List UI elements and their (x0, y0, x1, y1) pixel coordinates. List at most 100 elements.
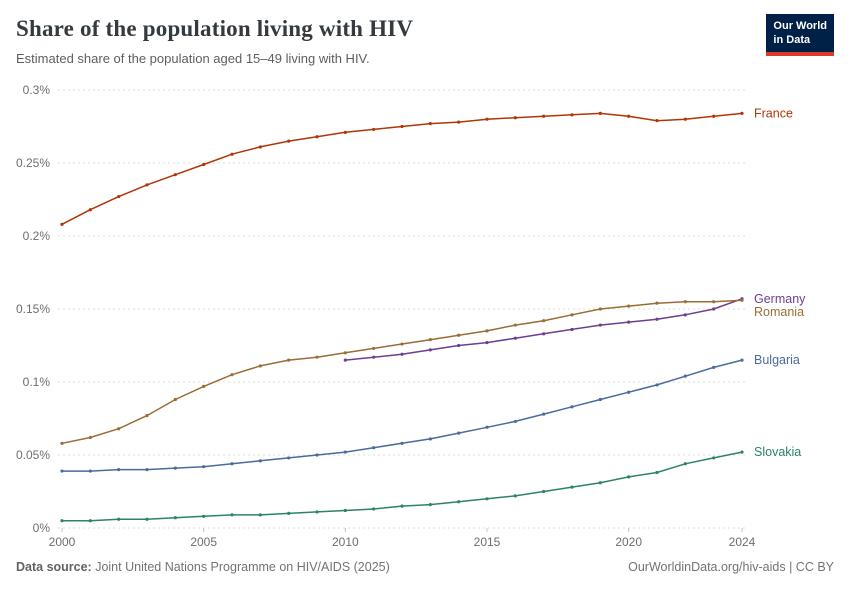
series-group-romania[interactable] (60, 298, 744, 445)
x-tick-label: 2010 (332, 535, 359, 549)
data-point (712, 456, 716, 460)
data-point (258, 145, 262, 149)
logo-line2: in Data (773, 34, 811, 47)
data-point (343, 351, 347, 355)
series-group-slovakia[interactable] (60, 450, 744, 523)
data-point (655, 317, 659, 321)
data-point (513, 116, 517, 120)
data-point (740, 358, 744, 362)
data-point (343, 130, 347, 134)
data-point (627, 390, 631, 394)
data-point (173, 516, 177, 520)
data-point (372, 355, 376, 359)
data-point (627, 304, 631, 308)
data-point (258, 513, 262, 517)
data-point (372, 346, 376, 351)
data-point (598, 111, 602, 115)
data-point (88, 469, 92, 473)
series-group-bulgaria[interactable] (60, 358, 744, 473)
data-point (202, 465, 206, 469)
data-point (542, 412, 546, 416)
y-tick-label: 0.2% (23, 229, 51, 243)
data-point (88, 519, 92, 523)
data-point (230, 462, 234, 466)
data-point (712, 365, 716, 369)
logo-line1: Our World (773, 20, 827, 32)
data-point (542, 319, 546, 323)
data-point (683, 117, 687, 121)
y-tick-label: 0% (33, 521, 51, 535)
data-point (372, 507, 376, 511)
data-point (287, 139, 291, 143)
data-point (400, 124, 404, 129)
data-point (655, 119, 659, 123)
data-point (513, 323, 517, 327)
data-point (655, 301, 659, 305)
data-point (740, 298, 744, 302)
series-label-romania[interactable]: Romania (754, 305, 804, 319)
data-point (173, 397, 177, 402)
data-point (513, 336, 517, 340)
data-point (60, 469, 64, 473)
data-point (485, 425, 489, 429)
series-label-slovakia[interactable]: Slovakia (754, 445, 801, 459)
footer-link[interactable]: OurWorldinData.org/hiv-aids | CC BY (628, 560, 834, 574)
data-point (428, 348, 432, 352)
data-point (570, 327, 574, 332)
x-tick-label: 2000 (49, 535, 76, 549)
y-tick-label: 0.25% (16, 156, 50, 170)
data-point (230, 513, 234, 517)
chart-footer: Data source: Joint United Nations Progra… (0, 550, 850, 574)
data-point (570, 113, 574, 117)
data-point (598, 397, 602, 402)
data-point (315, 355, 319, 359)
data-point (173, 466, 177, 470)
data-point (230, 373, 234, 377)
data-point (145, 413, 149, 418)
data-point (88, 435, 92, 440)
series-label-bulgaria[interactable]: Bulgaria (754, 353, 800, 367)
data-point (598, 307, 602, 311)
data-point (117, 194, 121, 199)
data-point (740, 111, 744, 115)
series-line-germany[interactable] (345, 298, 743, 361)
data-source-text: Joint United Nations Programme on HIV/AI… (91, 560, 390, 574)
data-source: Data source: Joint United Nations Progra… (16, 560, 390, 574)
data-point (343, 358, 347, 362)
data-source-label: Data source: (16, 560, 92, 574)
data-point (372, 446, 376, 450)
data-point (315, 135, 319, 139)
data-point (627, 114, 631, 118)
series-line-slovakia[interactable] (62, 451, 743, 522)
data-point (202, 384, 206, 388)
series-label-germany[interactable]: Germany (754, 292, 806, 306)
data-point (457, 333, 461, 337)
data-point (485, 340, 489, 345)
x-tick-label: 2020 (615, 535, 642, 549)
data-point (60, 519, 64, 523)
page-title: Share of the population living with HIV (16, 16, 414, 41)
series-line-bulgaria[interactable] (62, 359, 743, 472)
owid-logo[interactable]: Our World in Data (766, 14, 834, 56)
data-point (457, 500, 461, 504)
data-point (287, 456, 291, 460)
data-point (655, 383, 659, 387)
data-point (315, 510, 319, 514)
series-group-france[interactable] (60, 111, 744, 226)
data-point (570, 405, 574, 409)
data-point (428, 338, 432, 342)
data-point (485, 497, 489, 501)
data-point (513, 494, 517, 498)
data-point (712, 300, 716, 304)
data-point (598, 481, 602, 485)
series-group-germany[interactable] (343, 297, 744, 362)
data-point (202, 514, 206, 518)
series-label-france[interactable]: France (754, 106, 793, 120)
data-point (627, 475, 631, 479)
data-point (343, 450, 347, 454)
series-line-france[interactable] (61, 112, 743, 225)
data-point (457, 120, 461, 124)
data-point (485, 117, 489, 121)
data-point (542, 489, 546, 494)
data-point (117, 427, 121, 431)
